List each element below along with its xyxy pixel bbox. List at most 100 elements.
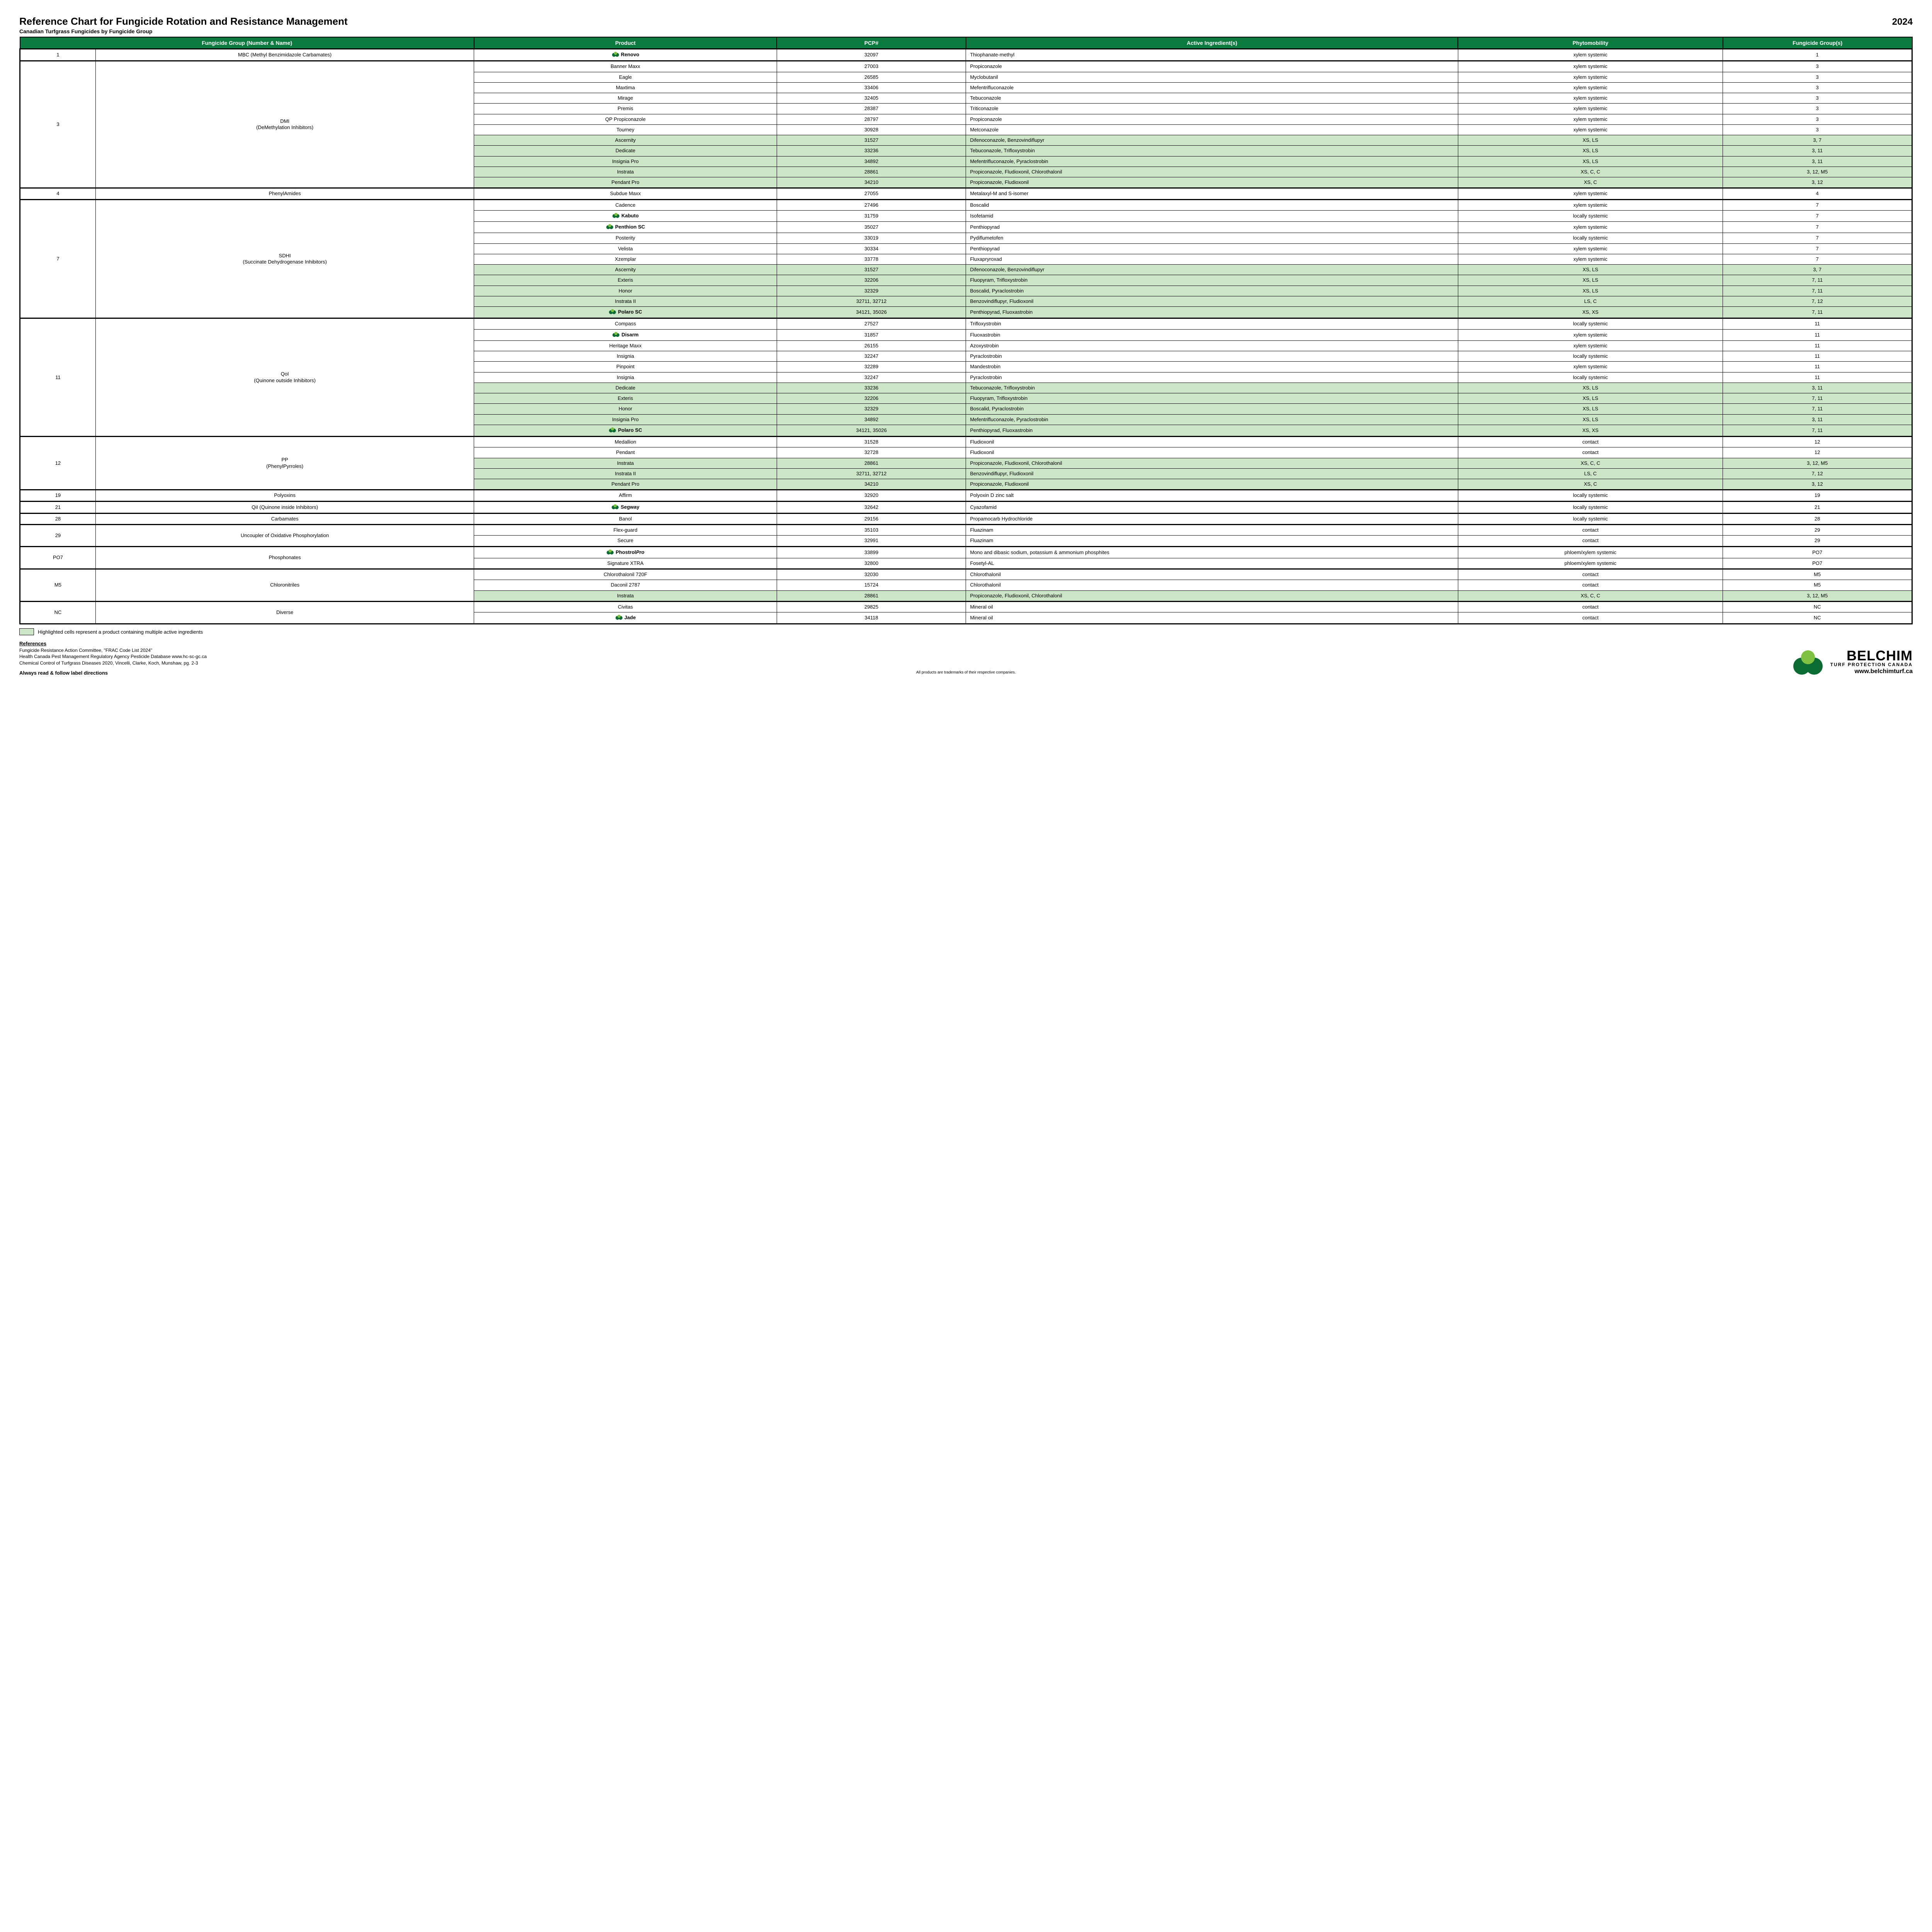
group-name: MBC (Methyl Benzimidazole Carbamates) — [95, 49, 474, 61]
product-logo-icon — [612, 332, 620, 338]
phy-cell: xylem systemic — [1458, 61, 1723, 72]
product-cell: Segway — [474, 501, 777, 513]
legend-swatch — [19, 628, 34, 635]
grp-cell: 3, 11 — [1723, 414, 1912, 425]
pcp-cell: 29825 — [777, 601, 966, 612]
grp-cell: 7, 12 — [1723, 296, 1912, 306]
phy-cell: xylem systemic — [1458, 114, 1723, 124]
product-cell: Instrata — [474, 167, 777, 177]
grp-cell: 11 — [1723, 329, 1912, 340]
pcp-cell: 33778 — [777, 254, 966, 264]
ai-cell: Tebuconazole — [966, 93, 1458, 104]
grp-cell: 11 — [1723, 351, 1912, 362]
pcp-cell: 28387 — [777, 104, 966, 114]
product-cell: Heritage Maxx — [474, 340, 777, 351]
pcp-cell: 34892 — [777, 156, 966, 167]
ai-cell: Chlorothalonil — [966, 580, 1458, 590]
pcp-cell: 32289 — [777, 362, 966, 372]
ai-cell: Penthiopyrad — [966, 222, 1458, 233]
table-row: 12PP(PhenylPyrroles)Medallion31528Fludio… — [20, 437, 1912, 447]
ai-cell: Mefentrifluconazole, Pyraclostrobin — [966, 156, 1458, 167]
ai-cell: Tebuconazole, Trifloxystrobin — [966, 383, 1458, 393]
phy-cell: locally systemic — [1458, 513, 1723, 524]
pcp-cell: 33236 — [777, 383, 966, 393]
pcp-cell: 32030 — [777, 569, 966, 580]
pcp-cell: 27496 — [777, 199, 966, 210]
header-row: Reference Chart for Fungicide Rotation a… — [19, 15, 1913, 27]
product-cell: Polaro SC — [474, 307, 777, 318]
group-number: NC — [20, 601, 96, 624]
pcp-cell: 27003 — [777, 61, 966, 72]
pcp-cell: 31527 — [777, 265, 966, 275]
pcp-cell: 32247 — [777, 351, 966, 362]
product-cell: Dedicate — [474, 146, 777, 156]
product-cell: Signature XTRA — [474, 558, 777, 569]
product-cell: Kabuto — [474, 210, 777, 221]
pcp-cell: 32711, 32712 — [777, 468, 966, 479]
phy-cell: locally systemic — [1458, 372, 1723, 383]
ai-cell: Polyoxin D zinc salt — [966, 490, 1458, 501]
grp-cell: 7 — [1723, 243, 1912, 254]
product-cell: Tourney — [474, 124, 777, 135]
phy-cell: XS, LS — [1458, 383, 1723, 393]
phy-cell: xylem systemic — [1458, 124, 1723, 135]
phy-cell: locally systemic — [1458, 351, 1723, 362]
product-cell: Xzemplar — [474, 254, 777, 264]
phy-cell: XS, LS — [1458, 265, 1723, 275]
pcp-cell: 35027 — [777, 222, 966, 233]
grp-cell: 11 — [1723, 362, 1912, 372]
product-cell: Eagle — [474, 72, 777, 82]
pcp-cell: 32920 — [777, 490, 966, 501]
pcp-cell: 34210 — [777, 479, 966, 490]
phy-cell: xylem systemic — [1458, 243, 1723, 254]
product-cell: Secure — [474, 536, 777, 546]
group-number: 21 — [20, 501, 96, 513]
pcp-cell: 30334 — [777, 243, 966, 254]
grp-cell: 11 — [1723, 318, 1912, 329]
table-row: 21QiI (Quinone inside Inhibitors)Segway3… — [20, 501, 1912, 513]
table-row: 28CarbamatesBanol29156Propamocarb Hydroc… — [20, 513, 1912, 524]
pcp-cell: 32329 — [777, 404, 966, 414]
group-name: Diverse — [95, 601, 474, 624]
group-number: M5 — [20, 569, 96, 602]
grp-cell: 3 — [1723, 82, 1912, 93]
product-logo-icon — [606, 549, 614, 556]
page-title: Reference Chart for Fungicide Rotation a… — [19, 15, 348, 27]
col-phy: Phytomobility — [1458, 37, 1723, 49]
table-row: 1MBC (Methyl Benzimidazole Carbamates)Re… — [20, 49, 1912, 61]
phy-cell: xylem systemic — [1458, 93, 1723, 104]
page-subtitle: Canadian Turfgrass Fungicides by Fungici… — [19, 28, 1913, 34]
col-group: Fungicide Group (Number & Name) — [20, 37, 474, 49]
table-row: PO7PhosphonatesPhostrolPro33899Mono and … — [20, 546, 1912, 558]
phy-cell: xylem systemic — [1458, 199, 1723, 210]
product-cell: Ascernity — [474, 265, 777, 275]
phy-cell: XS, XS — [1458, 307, 1723, 318]
pcp-cell: 27055 — [777, 188, 966, 199]
grp-cell: 3, 11 — [1723, 383, 1912, 393]
pcp-cell: 34121, 35026 — [777, 307, 966, 318]
grp-cell: 12 — [1723, 437, 1912, 447]
phy-cell: xylem systemic — [1458, 362, 1723, 372]
grp-cell: 3, 7 — [1723, 135, 1912, 146]
phy-cell: LS, C — [1458, 468, 1723, 479]
phy-cell: xylem systemic — [1458, 72, 1723, 82]
ai-cell: Boscalid, Pyraclostrobin — [966, 404, 1458, 414]
phy-cell: xylem systemic — [1458, 340, 1723, 351]
ai-cell: Cyazofamid — [966, 501, 1458, 513]
phy-cell: LS, C — [1458, 296, 1723, 306]
phy-cell: contact — [1458, 601, 1723, 612]
product-cell: Instrata II — [474, 468, 777, 479]
phy-cell: contact — [1458, 580, 1723, 590]
phy-cell: contact — [1458, 437, 1723, 447]
pcp-cell: 32642 — [777, 501, 966, 513]
ai-cell: Thiophanate-methyl — [966, 49, 1458, 61]
col-pcp: PCP# — [777, 37, 966, 49]
ai-cell: Metalaxyl-M and S-isomer — [966, 188, 1458, 199]
footer-left: Always read & follow label directions — [19, 670, 108, 676]
col-product: Product — [474, 37, 777, 49]
pcp-cell: 33236 — [777, 146, 966, 156]
ai-cell: Pydiflumetofen — [966, 233, 1458, 243]
product-cell: Insignia — [474, 372, 777, 383]
product-cell: Renovo — [474, 49, 777, 61]
group-number: 11 — [20, 318, 96, 437]
